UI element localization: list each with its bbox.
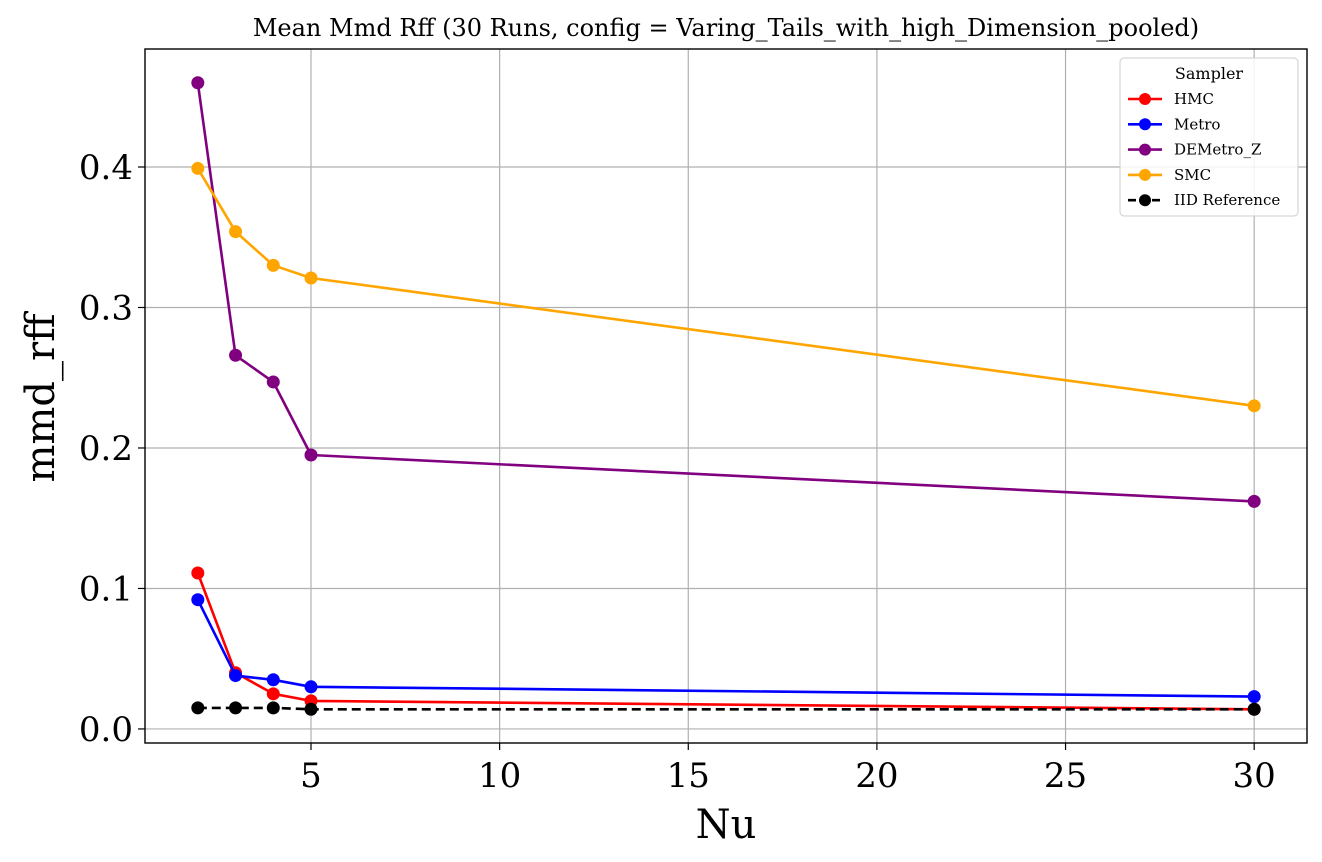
legend-box bbox=[1119, 57, 1299, 217]
legend-marker bbox=[1139, 194, 1151, 207]
data-point bbox=[191, 161, 205, 175]
data-point bbox=[304, 702, 318, 716]
legend-title: Sampler bbox=[1175, 64, 1244, 83]
y-axis-label: mmd_rff bbox=[18, 311, 64, 483]
data-point bbox=[191, 701, 205, 715]
legend-marker bbox=[1139, 93, 1151, 105]
series-layer bbox=[191, 76, 1261, 716]
series-iid-reference bbox=[191, 701, 1261, 716]
y-tick-label: 0.2 bbox=[79, 429, 133, 469]
legend-item: DEMetro_Z bbox=[1128, 141, 1261, 159]
data-point bbox=[191, 566, 205, 580]
data-point bbox=[229, 225, 243, 239]
x-axis-label: Nu bbox=[696, 802, 757, 848]
x-tick-label: 30 bbox=[1233, 756, 1276, 796]
legend-item: IID Reference bbox=[1128, 191, 1280, 209]
series-smc bbox=[191, 161, 1261, 413]
series-demetro-z bbox=[191, 76, 1261, 508]
legend-marker bbox=[1139, 168, 1151, 181]
data-point bbox=[229, 701, 243, 715]
y-tick-label: 0.3 bbox=[79, 288, 133, 328]
data-point bbox=[191, 593, 205, 607]
data-point bbox=[266, 375, 280, 389]
legend-label: HMC bbox=[1174, 90, 1214, 108]
legend-marker bbox=[1139, 118, 1151, 131]
data-point bbox=[304, 271, 318, 285]
data-point bbox=[229, 348, 243, 362]
x-tick-label: 20 bbox=[855, 756, 898, 796]
x-tick-label: 15 bbox=[667, 756, 710, 796]
grid bbox=[145, 49, 1307, 743]
x-tick-label: 25 bbox=[1044, 756, 1087, 796]
data-point bbox=[266, 673, 280, 687]
legend-label: IID Reference bbox=[1174, 191, 1280, 209]
plot-frame bbox=[144, 48, 1308, 744]
data-point bbox=[1247, 702, 1261, 716]
legend-marker bbox=[1139, 143, 1151, 156]
data-point bbox=[1247, 494, 1261, 508]
legend: Sampler HMC Metro DEMetro_Z SMC IID Referenc… bbox=[1119, 57, 1299, 217]
data-point bbox=[229, 669, 243, 683]
x-tick-label: 10 bbox=[478, 756, 521, 796]
y-tick-label: 0.1 bbox=[79, 569, 133, 609]
legend-label: SMC bbox=[1174, 166, 1211, 184]
series-metro bbox=[191, 593, 1261, 704]
data-point bbox=[1247, 399, 1261, 413]
data-point bbox=[266, 687, 280, 701]
data-point bbox=[304, 448, 318, 462]
data-point bbox=[1247, 690, 1261, 704]
legend-item: Metro bbox=[1128, 115, 1220, 133]
data-point bbox=[304, 680, 318, 694]
y-tick-label: 0.4 bbox=[79, 148, 133, 188]
data-point bbox=[266, 701, 280, 715]
legend-item: SMC bbox=[1128, 166, 1211, 184]
chart-title: Mean Mmd Rff (30 Runs, config = Varing_T… bbox=[253, 14, 1199, 42]
legend-label: Metro bbox=[1174, 115, 1220, 133]
data-point bbox=[191, 76, 205, 90]
ticks: 5 10 15 20 25 30 0.0 0.1 0.2 0.3 0.4 bbox=[79, 148, 1276, 796]
y-tick-label: 0.0 bbox=[79, 710, 133, 750]
legend-label: DEMetro_Z bbox=[1174, 141, 1261, 159]
legend-item: HMC bbox=[1128, 90, 1214, 108]
x-tick-label: 5 bbox=[300, 756, 322, 796]
data-point bbox=[266, 258, 280, 272]
